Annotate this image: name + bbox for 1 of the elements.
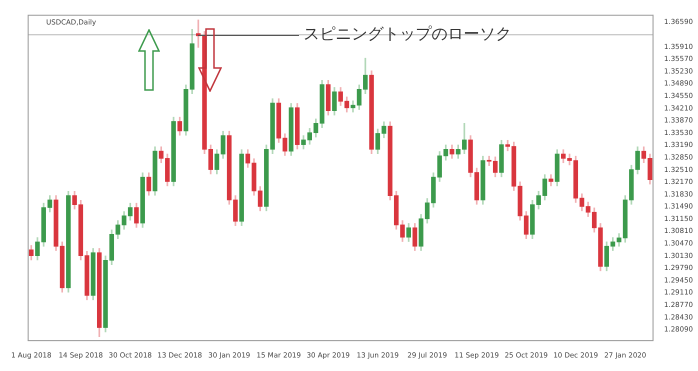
annotation: スピニングトップのローソク (303, 24, 512, 43)
